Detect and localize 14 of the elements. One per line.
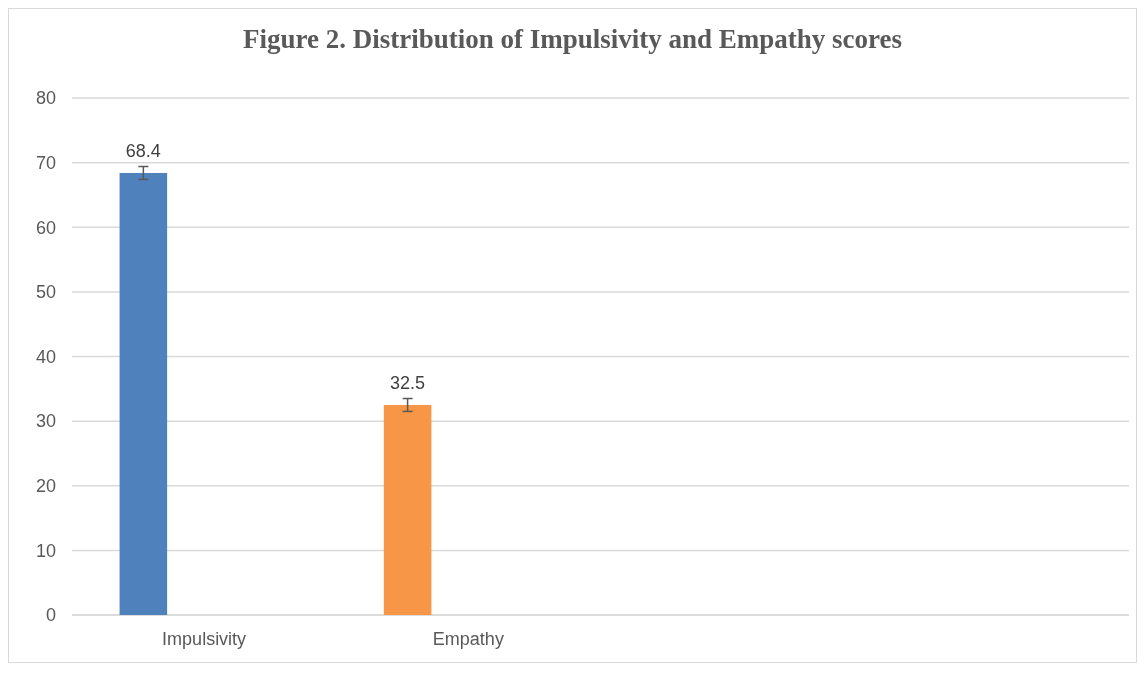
chart-title: Figure 2. Distribution of Impulsivity and Empathy scores — [242, 24, 903, 54]
x-tick-label: Empathy — [432, 629, 504, 649]
y-tick-label: 30 — [35, 411, 56, 432]
x-tick-label: Impulsivity — [162, 629, 247, 649]
y-tick-label: 40 — [35, 346, 56, 367]
y-tick-label: 60 — [35, 217, 56, 238]
y-tick-label: 50 — [35, 282, 56, 303]
y-tick-label: 0 — [45, 605, 56, 626]
data-label: 68.4 — [125, 140, 161, 161]
y-tick-label: 10 — [35, 540, 56, 561]
y-tick-label: 80 — [35, 88, 56, 109]
y-tick-label: 70 — [35, 152, 56, 173]
data-label: 32.5 — [390, 372, 426, 393]
y-tick-label: 20 — [35, 476, 56, 497]
